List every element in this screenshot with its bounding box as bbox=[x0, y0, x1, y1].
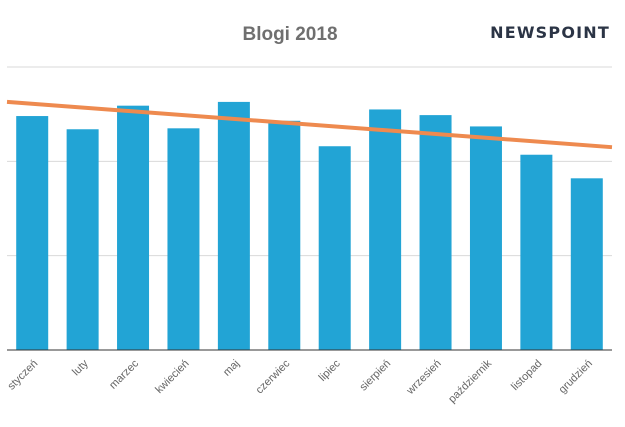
label-layer: styczeń luty marzec kwiecień maj czerwiec lipi… bbox=[5, 357, 594, 405]
x-tick-label: sierpień bbox=[358, 358, 394, 394]
bar-8 bbox=[419, 115, 452, 350]
bar-9 bbox=[469, 126, 502, 351]
chart-title: Blogi 2018 bbox=[242, 24, 337, 45]
bar-0 bbox=[16, 116, 49, 350]
x-tick-label: styczeń bbox=[5, 358, 40, 393]
bar-1 bbox=[66, 129, 99, 350]
bar-11 bbox=[570, 178, 603, 350]
bar-6 bbox=[318, 146, 351, 350]
x-tick-label: lipiec bbox=[317, 357, 344, 384]
trend-layer bbox=[6, 99, 613, 150]
trend-line bbox=[6, 99, 613, 150]
grid-layer bbox=[7, 66, 612, 257]
x-tick-label: kwiecień bbox=[153, 358, 191, 396]
newspoint-logo: NEWSPOINT bbox=[490, 23, 610, 42]
bar-4 bbox=[217, 101, 250, 350]
x-tick-label: marzec bbox=[107, 357, 141, 391]
bar-layer bbox=[16, 101, 603, 351]
bar-5 bbox=[268, 120, 301, 351]
x-tick-label: listopad bbox=[509, 358, 544, 393]
bar-3 bbox=[167, 128, 200, 350]
bar-7 bbox=[369, 109, 402, 350]
x-tick-label: wrzesień bbox=[404, 358, 444, 398]
x-tick-label: październik bbox=[446, 357, 494, 405]
bar-2 bbox=[117, 105, 150, 350]
bar-10 bbox=[520, 154, 553, 350]
x-tick-label: maj bbox=[221, 358, 242, 379]
x-tick-label: grudzień bbox=[557, 358, 595, 396]
x-tick-label: czerwiec bbox=[254, 357, 293, 396]
x-tick-label: luty bbox=[70, 357, 91, 378]
